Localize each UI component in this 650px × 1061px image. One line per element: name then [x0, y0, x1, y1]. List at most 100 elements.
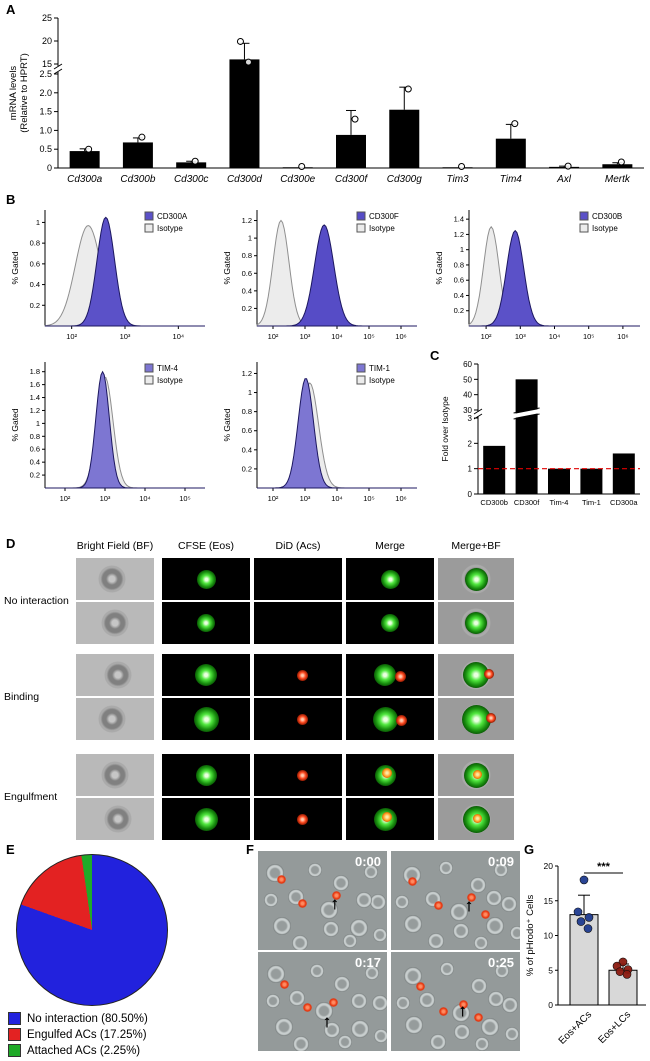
pie-legend-item: No interaction (80.50%): [8, 1012, 148, 1025]
histogram-tim1: 0.2 0.4 0.6 0.8 1 1.2 10² 10³ 10⁴ 10⁵ 10⁶ TIM-1 Isot…: [222, 362, 417, 503]
data-point: [138, 133, 146, 141]
y-tick-label: 1.8: [30, 367, 40, 376]
legend-label: Isotype: [369, 376, 395, 385]
legend-label: Isotype: [369, 224, 395, 233]
phrodo-red-dot: [438, 1007, 448, 1017]
x-tick-label: 10³: [120, 332, 131, 341]
legend-swatch-Isotype: [144, 223, 154, 233]
data-point: [584, 913, 594, 922]
y-tick-label: 1.6: [30, 380, 40, 389]
y-tick-label: 0.6: [242, 426, 252, 435]
bar-CD300a: [612, 453, 635, 494]
x-tick-label: 10²: [60, 494, 71, 503]
legend-label: Isotype: [157, 376, 183, 385]
legend-swatch-Isotype: [356, 375, 366, 385]
merge-bf-image: [438, 558, 514, 600]
y-tick-label: 1.0: [39, 125, 52, 135]
cell-body: [101, 761, 129, 789]
cell: [451, 1004, 470, 1023]
eosinophil-cfse: [194, 807, 218, 831]
cell: [494, 862, 509, 877]
y-tick-label: 0.8: [242, 251, 252, 260]
legend-label: Attached ACs (2.25%): [27, 1044, 141, 1057]
x-tick-label: CD300b: [480, 498, 508, 507]
x-tick-label: Tim-4: [550, 498, 569, 507]
x-tick-label: 10⁶: [395, 332, 406, 341]
legend-label: Engulfed ACs (17.25%): [27, 1028, 147, 1041]
cell: [314, 1002, 333, 1021]
data-point: [351, 115, 359, 123]
y-axis-label: (Relative to HPRT): [19, 53, 30, 133]
phrodo-red-dot: [481, 910, 491, 920]
cell: [291, 935, 308, 950]
x-tick-label: Tim4: [500, 174, 523, 185]
eosinophil-cfse: [372, 706, 398, 732]
x-tick-label: 10⁶: [617, 332, 628, 341]
y-tick-label: 60: [463, 360, 472, 369]
eosinophil-cfse: [195, 764, 217, 786]
y-tick-label: 0: [548, 1000, 553, 1010]
y-tick-label: 1: [36, 218, 40, 227]
cell: [273, 917, 292, 936]
x-tick-label: CD300f: [514, 498, 540, 507]
significance-stars: ***: [597, 861, 611, 873]
y-axis-label: mRNA levels: [8, 66, 19, 121]
timestamp: 0:00: [354, 854, 381, 869]
data-point: [511, 120, 519, 128]
y-tick-label: 15: [544, 896, 554, 906]
x-tick-label: 10⁵: [363, 494, 374, 503]
panel-label-d: D: [6, 536, 16, 551]
legend-swatch-TIM-1: [356, 363, 366, 373]
cell: [452, 923, 469, 940]
histogram-curve-TIM-4: [45, 370, 205, 489]
x-tick-label: 10²: [268, 494, 279, 503]
bar-break-edge: [513, 407, 540, 414]
pie-legend: No interaction (80.50%) Engulfed ACs (17.…: [8, 1012, 148, 1060]
phrodo-red-dot: [407, 876, 417, 886]
cell: [370, 893, 387, 910]
arrow-indicator: ↑: [458, 1000, 467, 1020]
bar-Cd300e: [282, 167, 313, 169]
merge-bf-image: [438, 698, 514, 740]
cell: [372, 928, 387, 943]
y-tick-label: 15: [42, 59, 52, 69]
merge-image: [346, 602, 434, 644]
cell: [363, 864, 378, 879]
merge-image: [346, 558, 434, 600]
histogram-cd300b: 0.2 0.4 0.6 0.8 1 1.2 1.4 10² 10³ 10⁴ 10⁵ 10⁶ CD300B…: [434, 210, 640, 341]
row-group-label: Binding: [4, 691, 40, 703]
pie-legend-item: Engulfed ACs (17.25%): [8, 1028, 148, 1041]
cell: [374, 1029, 387, 1044]
timelapse-frame: ↑ 0:25: [391, 952, 520, 1051]
cell: [428, 933, 445, 950]
x-tick-label: Cd300b: [120, 174, 155, 185]
bar-Axl: [549, 166, 580, 168]
cell-body: [101, 609, 129, 637]
phrodo-red-dot: [415, 981, 425, 991]
interaction-pie-chart: [16, 854, 168, 1006]
x-tick-label: 10²: [66, 332, 77, 341]
histogram-curve-Isotype: [468, 225, 640, 327]
x-tick-label: Eos+ACs: [557, 1009, 594, 1046]
bf-image: [76, 754, 154, 796]
cell: [469, 876, 486, 893]
apoptotic-cell-did: [484, 669, 494, 679]
x-tick-label: Mertk: [605, 174, 631, 185]
column-header: Bright Field (BF): [76, 540, 154, 552]
x-tick-label: 10³: [300, 332, 311, 341]
x-tick-label: 10⁵: [363, 332, 374, 341]
histogram-cd300a: 0.2 0.4 0.6 0.8 1 10² 10³ 10⁴ CD300A Isotype % Gat…: [10, 210, 205, 341]
merge-image: [346, 654, 434, 696]
bar-Cd300b: [122, 142, 153, 168]
cell: [509, 926, 520, 941]
y-axis-label: % Gated: [222, 251, 232, 284]
apoptotic-cell-did: [382, 812, 392, 822]
cell: [501, 996, 518, 1013]
cell: [495, 963, 510, 978]
y-tick-label: 25: [42, 13, 52, 23]
timelapse-frame: ↑ 0:00: [258, 851, 387, 950]
column-header: Merge+BF: [451, 540, 501, 552]
row-group-label: Engulfment: [4, 791, 58, 803]
y-axis-label: % Gated: [10, 408, 20, 441]
y-tick-label: 1: [36, 419, 40, 428]
